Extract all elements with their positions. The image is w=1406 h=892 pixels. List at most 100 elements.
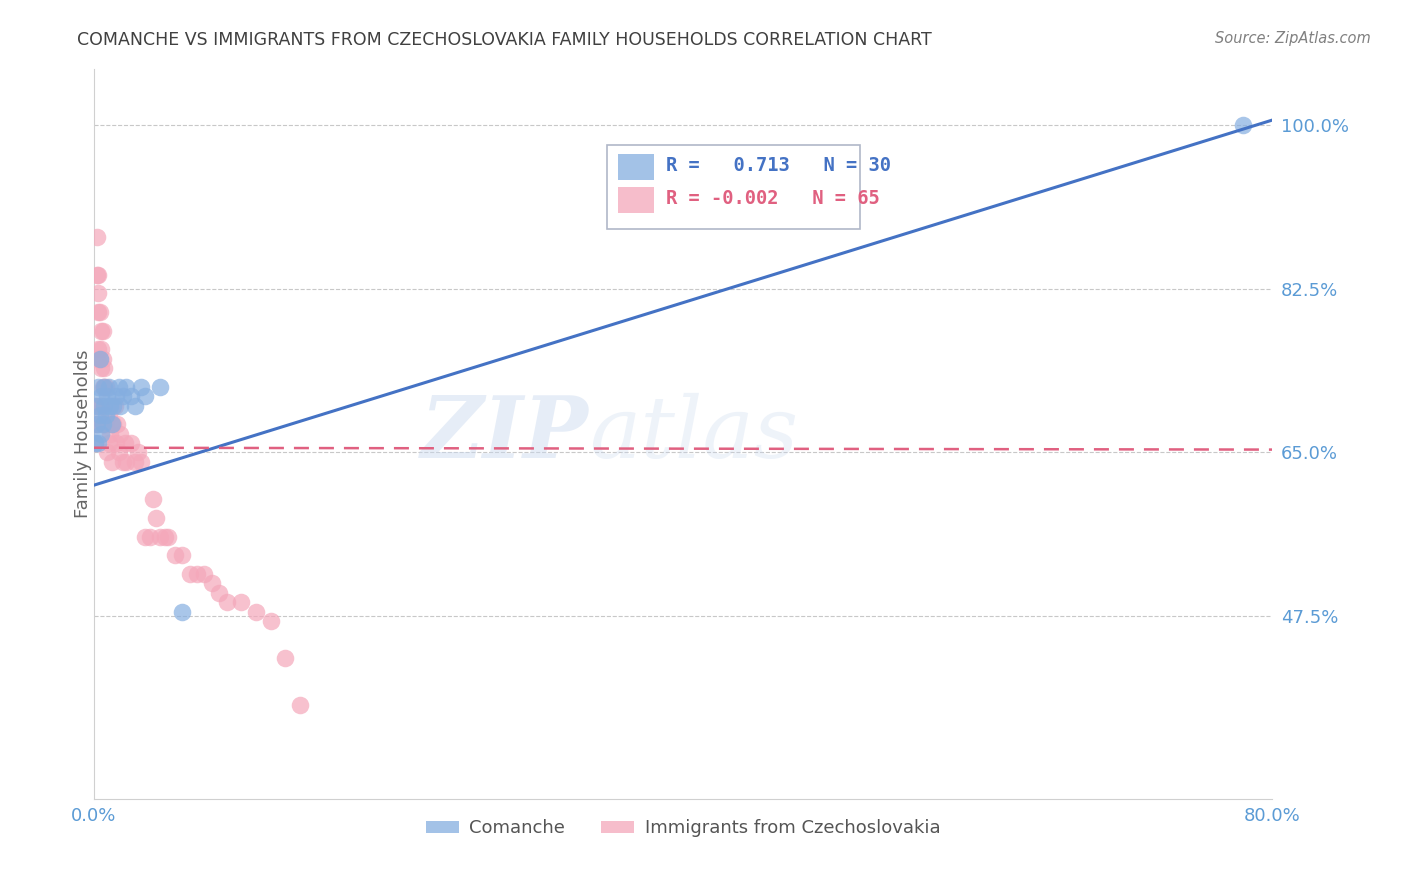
- Point: [149, 530, 172, 544]
- Point: [94, 380, 117, 394]
- Point: [129, 455, 152, 469]
- Point: [90, 324, 112, 338]
- Point: [89, 408, 111, 422]
- Point: [120, 389, 142, 403]
- Point: [86, 417, 108, 432]
- Point: [172, 549, 194, 563]
- Point: [97, 436, 120, 450]
- FancyBboxPatch shape: [619, 186, 654, 213]
- Point: [84, 399, 107, 413]
- FancyBboxPatch shape: [619, 154, 654, 180]
- Point: [98, 399, 121, 413]
- Point: [96, 445, 118, 459]
- Point: [93, 380, 115, 394]
- FancyBboxPatch shape: [606, 145, 860, 229]
- Point: [260, 614, 283, 628]
- Point: [89, 351, 111, 366]
- Text: COMANCHE VS IMMIGRANTS FROM CZECHOSLOVAKIA FAMILY HOUSEHOLDS CORRELATION CHART: COMANCHE VS IMMIGRANTS FROM CZECHOSLOVAK…: [77, 31, 932, 49]
- Point: [231, 595, 253, 609]
- Point: [153, 530, 176, 544]
- Point: [89, 305, 111, 319]
- Point: [100, 417, 122, 432]
- Point: [93, 399, 115, 413]
- Point: [86, 399, 108, 413]
- Point: [172, 605, 194, 619]
- Point: [84, 417, 107, 432]
- Point: [112, 389, 135, 403]
- Point: [87, 305, 110, 319]
- Point: [124, 455, 146, 469]
- Point: [115, 455, 138, 469]
- Point: [186, 567, 208, 582]
- Point: [101, 399, 124, 413]
- Point: [110, 399, 132, 413]
- Point: [90, 389, 112, 403]
- Text: R = -0.002   N = 65: R = -0.002 N = 65: [665, 189, 879, 208]
- Point: [87, 286, 110, 301]
- Point: [87, 436, 110, 450]
- Point: [108, 445, 131, 459]
- Point: [90, 426, 112, 441]
- Point: [87, 268, 110, 282]
- Point: [115, 380, 138, 394]
- Point: [145, 511, 167, 525]
- Point: [86, 230, 108, 244]
- Point: [98, 426, 121, 441]
- Point: [90, 361, 112, 376]
- Point: [274, 651, 297, 665]
- Point: [91, 380, 114, 394]
- Point: [129, 380, 152, 394]
- Point: [91, 324, 114, 338]
- Point: [156, 530, 179, 544]
- Legend: Comanche, Immigrants from Czechoslovakia: Comanche, Immigrants from Czechoslovakia: [419, 812, 948, 845]
- Y-axis label: Family Households: Family Households: [75, 350, 91, 518]
- Text: Source: ZipAtlas.com: Source: ZipAtlas.com: [1215, 31, 1371, 46]
- Text: ZIP: ZIP: [420, 392, 589, 475]
- Point: [86, 268, 108, 282]
- Point: [86, 351, 108, 366]
- Point: [103, 399, 125, 413]
- Point: [97, 380, 120, 394]
- Point: [97, 408, 120, 422]
- Point: [142, 492, 165, 507]
- Point: [94, 408, 117, 422]
- Point: [90, 343, 112, 357]
- Point: [93, 361, 115, 376]
- Point: [124, 399, 146, 413]
- Point: [87, 380, 110, 394]
- Point: [100, 417, 122, 432]
- Point: [134, 530, 156, 544]
- Point: [105, 389, 128, 403]
- Point: [84, 436, 107, 450]
- Point: [201, 576, 224, 591]
- Point: [193, 567, 215, 582]
- Point: [288, 698, 311, 713]
- Point: [179, 567, 201, 582]
- Point: [96, 389, 118, 403]
- Point: [208, 586, 231, 600]
- Point: [114, 436, 136, 450]
- Point: [84, 436, 107, 450]
- Text: R =   0.713   N = 30: R = 0.713 N = 30: [665, 156, 890, 175]
- Point: [89, 399, 111, 413]
- Point: [100, 455, 122, 469]
- Point: [1232, 118, 1254, 132]
- Point: [91, 417, 114, 432]
- Text: atlas: atlas: [589, 392, 799, 475]
- Point: [245, 605, 267, 619]
- Point: [110, 426, 132, 441]
- Point: [101, 417, 124, 432]
- Point: [120, 436, 142, 450]
- Point: [108, 380, 131, 394]
- Point: [127, 445, 149, 459]
- Point: [139, 530, 162, 544]
- Point: [105, 436, 128, 450]
- Point: [107, 417, 129, 432]
- Point: [93, 417, 115, 432]
- Point: [89, 351, 111, 366]
- Point: [112, 455, 135, 469]
- Point: [91, 351, 114, 366]
- Point: [215, 595, 238, 609]
- Point: [90, 399, 112, 413]
- Point: [94, 417, 117, 432]
